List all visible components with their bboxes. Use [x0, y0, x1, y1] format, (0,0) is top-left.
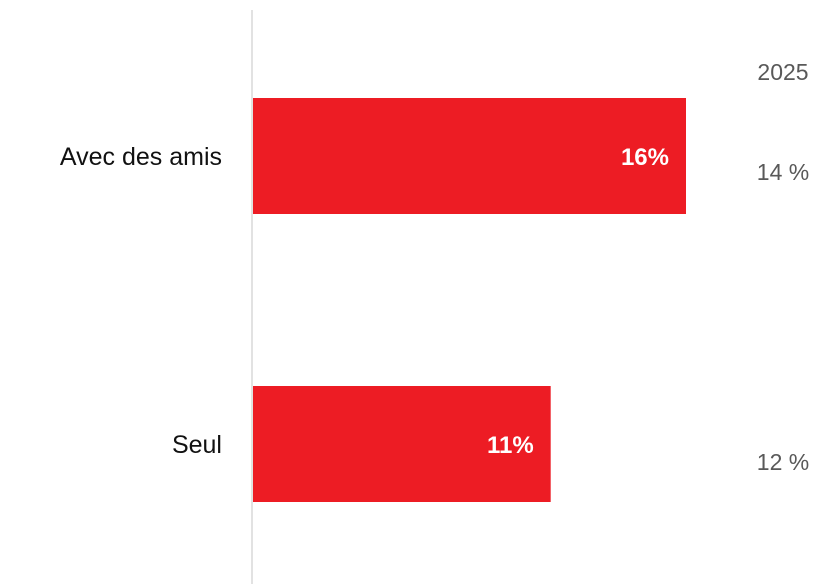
bar	[253, 98, 686, 214]
bar	[253, 386, 551, 502]
bar-value-label: 16%	[621, 144, 669, 171]
comparison-value: 14 %	[757, 159, 809, 185]
category-label: Avec des amis	[60, 143, 222, 171]
comparison-value: 12 %	[757, 449, 809, 475]
bar-value-label: 11%	[487, 432, 534, 459]
category-label: Seul	[172, 431, 222, 459]
comparison-heading: 2025	[757, 59, 808, 85]
